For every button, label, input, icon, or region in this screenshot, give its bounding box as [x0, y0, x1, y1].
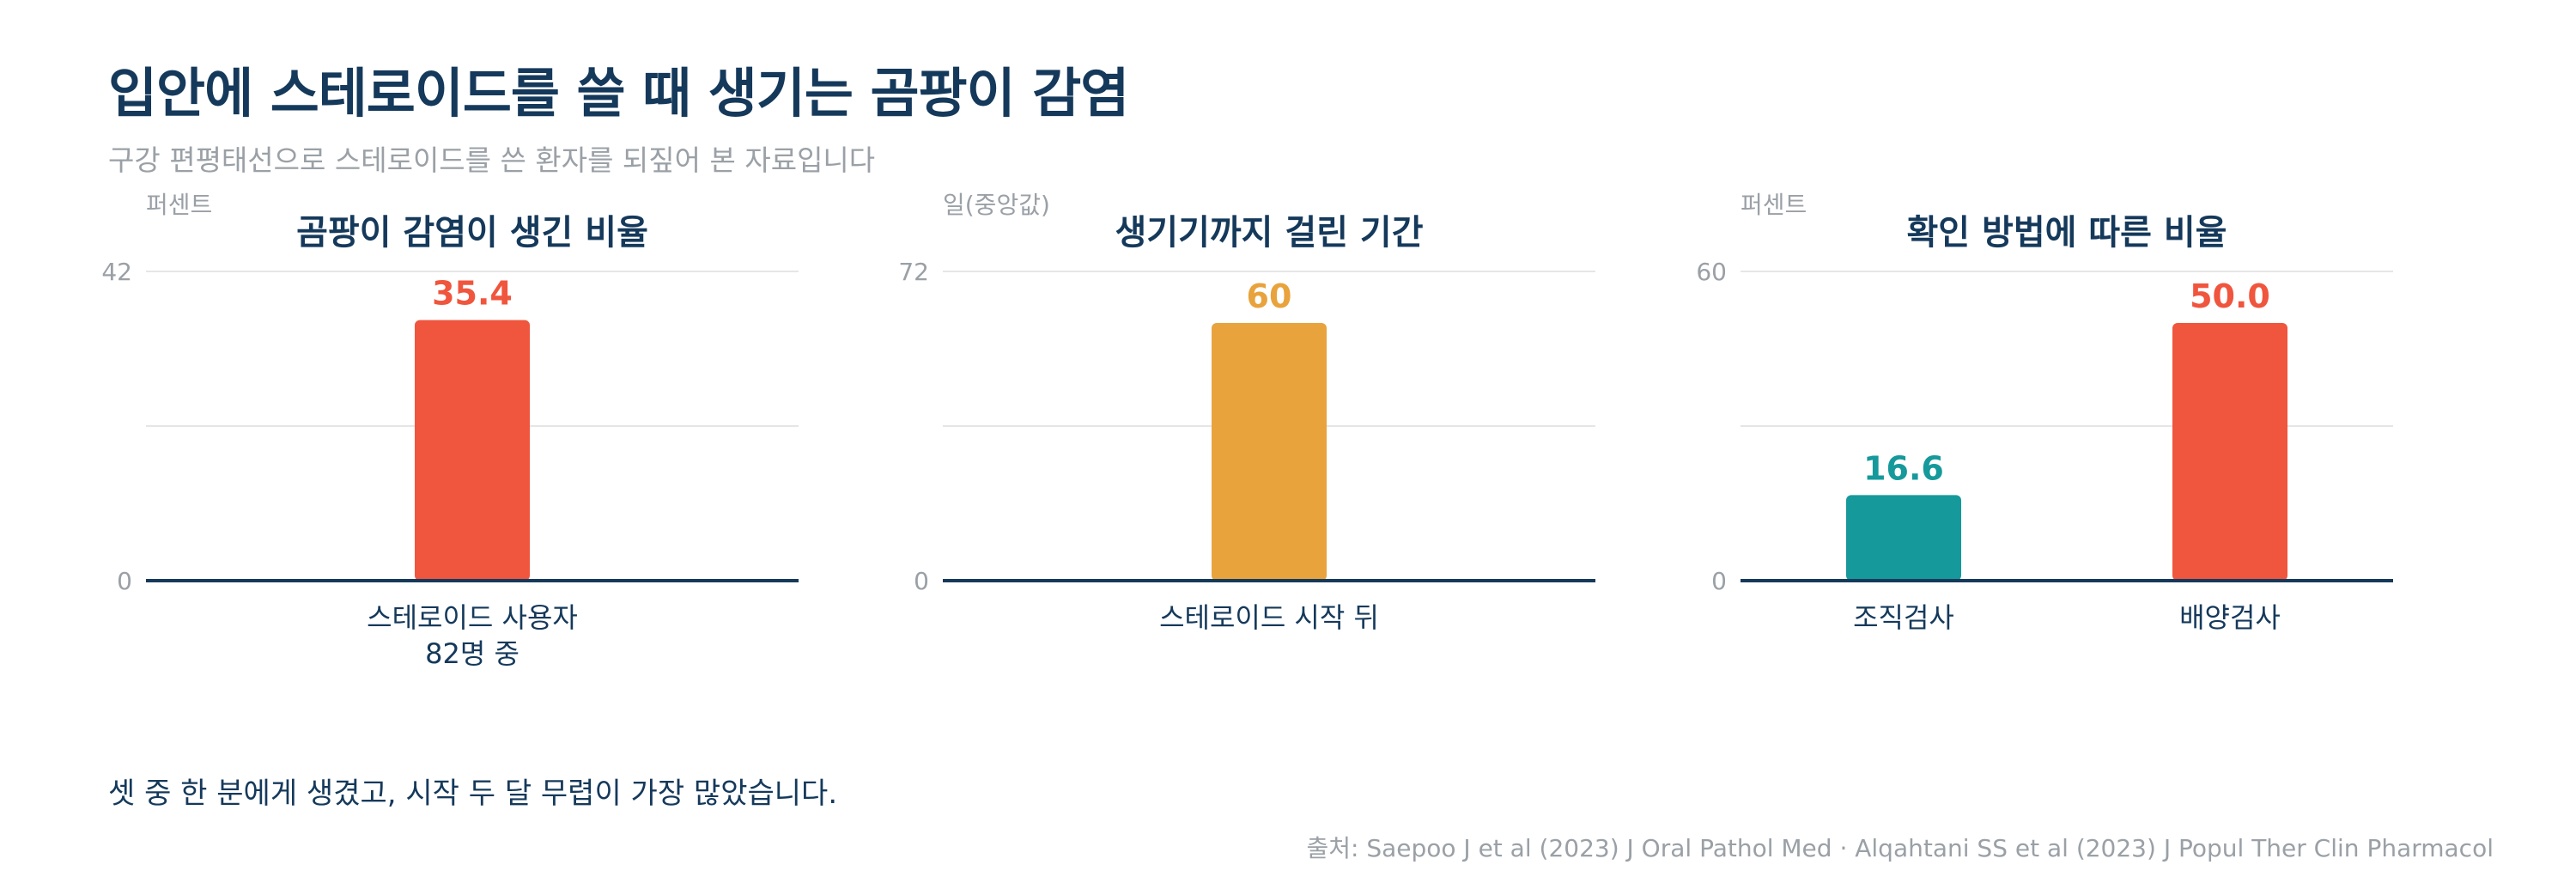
footnote: 셋 중 한 분에게 생겼고, 시작 두 달 무렵이 가장 많았습니다. — [108, 777, 838, 811]
bar — [1212, 323, 1327, 581]
bar — [1846, 495, 1961, 581]
x-tick-label: 82명 중 — [425, 637, 519, 670]
y-tick-label: 0 — [914, 567, 929, 595]
x-tick-label: 조직검사 — [1853, 601, 1954, 634]
y-axis-label: 퍼센트 — [1741, 191, 1807, 219]
y-tick-label: 60 — [1696, 258, 1727, 286]
page-title: 입안에 스테로이드를 쓸 때 생기는 곰팡이 감염 — [108, 62, 1129, 125]
panel-title: 곰팡이 감염이 생긴 비율 — [296, 213, 648, 253]
page-subtitle: 구강 편평태선으로 스테로이드를 쓴 환자를 되짚어 본 자료입니다 — [108, 143, 876, 177]
bar — [2172, 323, 2287, 581]
y-axis-label: 일(중앙값) — [943, 191, 1050, 219]
panel-title: 확인 방법에 따른 비율 — [1907, 213, 2227, 253]
x-tick-label: 스테로이드 사용자 — [367, 601, 578, 634]
y-tick-label: 72 — [898, 258, 929, 286]
source-citation: 출처: Saepoo J et al (2023) J Oral Pathol … — [1306, 834, 2494, 862]
bar-value-label: 16.6 — [1863, 449, 1944, 487]
panel-title: 생기기까지 걸린 기간 — [1115, 213, 1423, 253]
bar-value-label: 50.0 — [2190, 277, 2270, 315]
bar-value-label: 35.4 — [432, 275, 513, 313]
x-tick-label: 스테로이드 시작 뒤 — [1159, 601, 1379, 634]
y-tick-label: 0 — [117, 567, 132, 595]
bar-value-label: 60 — [1247, 277, 1292, 315]
y-tick-label: 42 — [101, 258, 132, 286]
y-tick-label: 0 — [1711, 567, 1727, 595]
x-tick-label: 배양검사 — [2179, 601, 2281, 634]
y-axis-label: 퍼센트 — [146, 191, 212, 219]
bar — [415, 320, 530, 581]
